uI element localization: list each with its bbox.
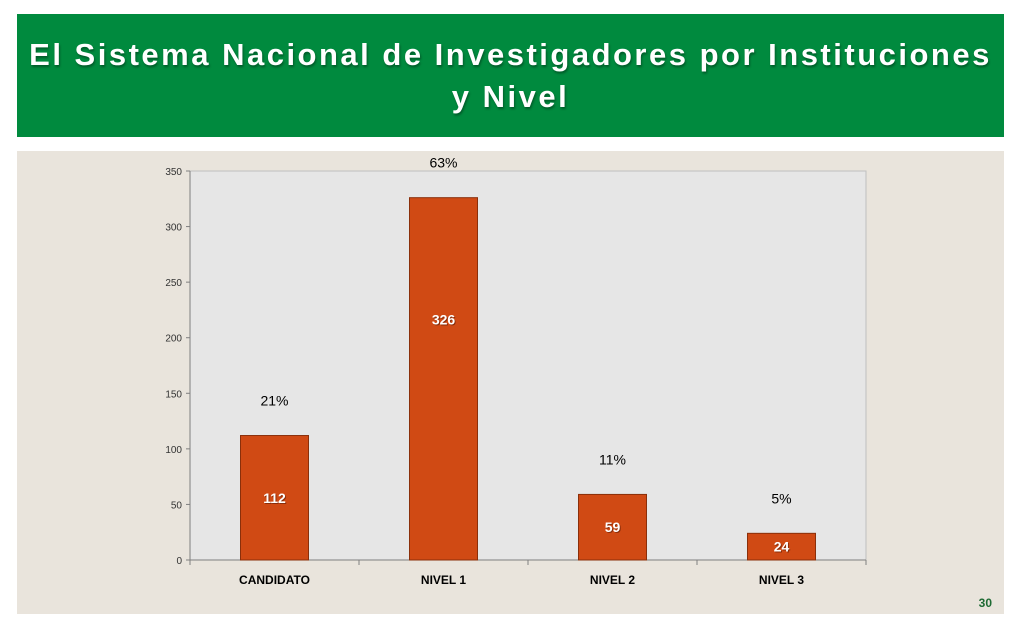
- y-tick-label: 350: [165, 167, 182, 178]
- bar-value-label: 326: [432, 311, 456, 327]
- bar-percent-label: 11%: [599, 451, 626, 467]
- page-title: El Sistema Nacional de Investigadores po…: [29, 36, 992, 114]
- x-category-label: NIVEL 2: [590, 573, 635, 587]
- bar-chart: 05010015020025030035011211221%CANDIDATO3…: [165, 155, 867, 587]
- bar-value-shadow: 326: [433, 312, 457, 328]
- chart-panel: 0 50 100 150 200 250 300 350 112 112 21% CANDIDATO 3…: [17, 151, 1004, 614]
- slide-number: 30: [978, 596, 992, 610]
- y-tick-label: 0: [176, 556, 182, 567]
- x-category-label: NIVEL 3: [759, 573, 804, 587]
- bar-value-shadow: 59: [606, 520, 622, 536]
- title-banner: El Sistema Nacional de Investigadores po…: [17, 14, 1004, 137]
- bar-value-label: 59: [605, 519, 621, 535]
- y-tick-label: 200: [165, 334, 182, 345]
- y-tick-label: 100: [165, 445, 182, 456]
- bar-percent-label: 63%: [429, 155, 457, 171]
- x-category-label: NIVEL 1: [421, 573, 466, 587]
- y-tick-label: 300: [165, 223, 182, 234]
- x-category-label: CANDIDATO: [239, 573, 310, 587]
- bar-value-shadow: 112: [264, 491, 287, 507]
- bar-value-shadow: 24: [775, 540, 791, 556]
- bar-nivel-2: [578, 493, 647, 561]
- bar-nivel-3: [747, 532, 816, 561]
- y-tick-label: 50: [171, 500, 183, 511]
- y-tick-label: 150: [165, 389, 182, 400]
- bar-candidato: [240, 435, 309, 561]
- bar-value-label: 112: [263, 490, 286, 506]
- y-tick-label: 250: [165, 278, 182, 289]
- bar-nivel-1: [409, 197, 478, 561]
- bar-value-label: 24: [774, 539, 790, 555]
- bar-percent-label: 21%: [260, 393, 288, 409]
- bar-percent-label: 5%: [771, 490, 791, 506]
